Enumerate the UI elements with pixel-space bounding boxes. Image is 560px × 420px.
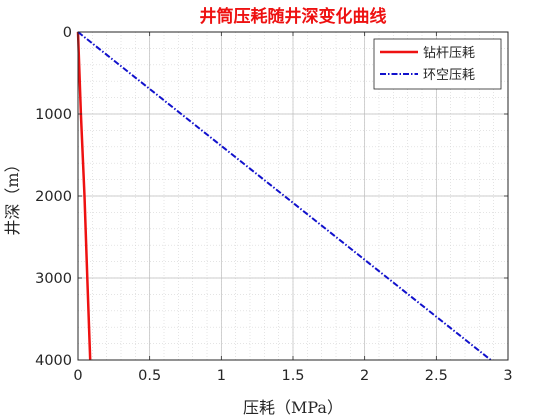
- y-tick-label: 1000: [35, 107, 72, 123]
- series-line-2: [77, 31, 492, 361]
- y-axis: 0 1000 2000 3000 4000: [35, 25, 508, 369]
- legend-box: [373, 38, 502, 90]
- y-axis-label: 井深（m）: [3, 156, 22, 235]
- y-tick-label: 0: [63, 25, 72, 41]
- x-tick-label: 1.5: [281, 368, 304, 384]
- x-tick-label: 2: [360, 368, 369, 384]
- x-tick-label: 1: [217, 368, 226, 384]
- y-tick-label: 3000: [35, 271, 72, 287]
- legend-label-2: 环空压耗: [423, 68, 475, 83]
- series-line-1: [76, 31, 92, 361]
- x-tick-label: 0: [73, 368, 82, 384]
- legend-label-1: 钻杆压耗: [423, 46, 475, 61]
- x-tick-label: 0.5: [138, 368, 161, 384]
- series-layer: [76, 31, 492, 361]
- y-tick-label: 2000: [35, 189, 72, 205]
- x-tick-label: 3: [503, 368, 512, 384]
- x-axis: 0 0.5 1 1.5 2 2.5 3: [73, 32, 513, 384]
- x-tick-label: 2.5: [425, 368, 448, 384]
- x-axis-label: 压耗（MPa）: [243, 398, 343, 417]
- chart-title: 井筒压耗随井深变化曲线: [200, 6, 387, 27]
- y-tick-label: 4000: [35, 353, 72, 369]
